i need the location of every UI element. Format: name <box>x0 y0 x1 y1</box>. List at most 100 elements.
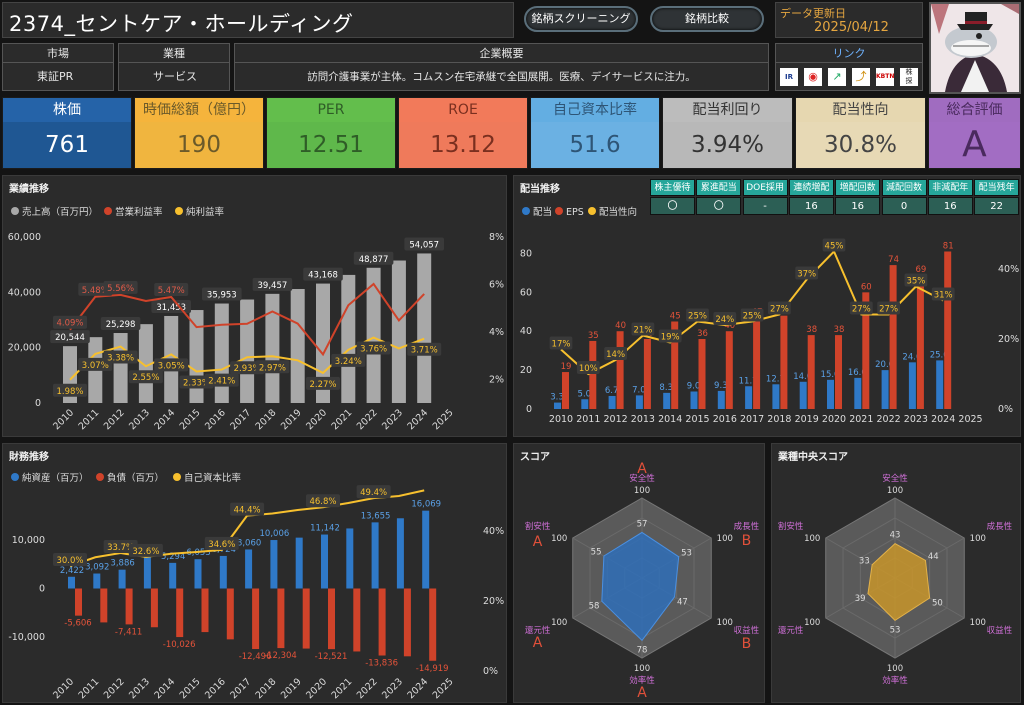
finance-chart: 純資産（百万） 負債（百万） 自己資本比率 10,000 0 -10,000 0% 20% 40… <box>8 472 504 701</box>
radar-grade: A <box>637 685 647 701</box>
y-tick-label: 20 <box>520 365 532 376</box>
dividend-label: 5.0 <box>578 389 592 399</box>
data-label: 45% <box>825 242 844 252</box>
legend-marker <box>522 207 530 215</box>
radar-value: 53 <box>890 625 901 635</box>
radar-value: 33 <box>859 556 870 566</box>
liabilities-bar <box>75 588 82 616</box>
radar-value: 47 <box>677 597 688 607</box>
y-tick-label: 0 <box>35 398 41 409</box>
link-box: リンク IR ◉ ↗ ⤴ KBTN 株探 <box>775 43 923 91</box>
net-assets-bar <box>169 562 177 589</box>
data-label: 27% <box>852 305 871 315</box>
dividend-label: 8.3 <box>659 383 673 393</box>
eps-label: 40 <box>615 321 626 331</box>
x-tick-label: 2019 <box>279 676 304 701</box>
dividend-bar <box>581 399 589 409</box>
badge-value: 〇 <box>650 197 695 215</box>
eps-label: 40 <box>724 321 735 331</box>
chart-link-icon[interactable]: ↗ <box>828 68 846 86</box>
data-label: 54,057 <box>409 240 439 250</box>
radar-grade: B <box>742 636 752 652</box>
radar-max-label: 100 <box>887 486 903 496</box>
data-label: 35% <box>906 277 925 287</box>
kabutan-link-icon[interactable]: KBTN <box>876 68 894 86</box>
y2-tick-label: 2% <box>489 374 504 385</box>
screening-button[interactable]: 銘柄スクリーニング <box>524 6 638 32</box>
eps-bar <box>562 372 569 409</box>
radar-max-label: 100 <box>634 664 650 674</box>
y2-tick-label: 6% <box>489 279 504 290</box>
data-label: 46.8% <box>309 497 336 507</box>
kabutan-ja-link-icon[interactable]: 株探 <box>900 68 918 86</box>
x-tick-label: 2018 <box>254 676 279 701</box>
irbank-link-icon[interactable]: IR <box>780 68 798 86</box>
finance-title: 財務推移 <box>9 452 49 463</box>
liabilities-bar <box>201 588 209 633</box>
chart2-link-icon[interactable]: ⤴ <box>852 68 870 86</box>
badge-label: 増配回数 <box>835 179 881 196</box>
radar-grade: A <box>637 461 647 477</box>
data-label-bg <box>53 553 87 566</box>
dividend-label: 16.0 <box>848 368 867 378</box>
x-tick-label: 2021 <box>849 414 873 425</box>
radar-max-label: 100 <box>717 618 733 628</box>
y-tick-label: 40,000 <box>8 287 41 298</box>
data-label: 25,298 <box>106 320 136 330</box>
badge-value: 16 <box>788 197 834 215</box>
x-tick-label: 2010 <box>51 407 76 432</box>
net-assets-label: 5,294 <box>161 552 185 562</box>
data-label-bg <box>849 301 873 315</box>
data-label-bg <box>306 494 340 508</box>
data-label: 2.93% <box>234 364 261 374</box>
legend-label: 営業利益率 <box>115 206 163 218</box>
dividend-label: 9.3 <box>714 381 728 391</box>
data-label-bg <box>103 350 138 364</box>
x-tick-label: 2024 <box>405 407 430 432</box>
revenue-bar <box>265 293 280 403</box>
revenue-bar <box>240 299 255 403</box>
liabilities-bar <box>277 588 285 649</box>
x-tick-label: 2013 <box>127 676 152 701</box>
radar-axis-label: 収益性 <box>734 625 760 636</box>
x-tick-label: 2019 <box>795 414 819 425</box>
radar-axis-label: 還元性 <box>525 625 551 636</box>
dividend-bar <box>608 395 616 409</box>
dividend-panel: 配当推移 配当 EPS 配当性向 0 20 40 60 80 0% 20% 40% 3.3 5.0 6.7… <box>513 175 1021 437</box>
eps-label: 74 <box>888 255 899 265</box>
data-label: 4.09% <box>56 319 83 329</box>
data-label-bg <box>128 370 163 384</box>
data-label-bg <box>404 237 444 251</box>
radar-value: 53 <box>681 548 692 558</box>
radar-axis-label: 割安性 <box>525 521 551 532</box>
link-label: リンク <box>776 44 922 63</box>
dividend-bar <box>908 362 916 409</box>
net-assets-label: 3,886 <box>110 559 134 569</box>
badge-value: 16 <box>927 197 973 215</box>
x-tick-label: 2015 <box>178 407 203 432</box>
minkabu-link-icon[interactable]: ◉ <box>804 68 822 86</box>
market-label: 市場 <box>3 44 113 63</box>
x-tick-label: 2023 <box>904 414 928 425</box>
net-assets-bar <box>321 534 328 589</box>
legend-marker <box>588 207 596 215</box>
y-tick-label: 0 <box>526 404 532 415</box>
badge-value: - <box>742 197 788 215</box>
data-label-bg <box>154 358 189 372</box>
liabilities-label: -10,026 <box>163 640 196 650</box>
data-label: 5.48% <box>82 286 109 296</box>
eps-label: 60 <box>861 282 872 292</box>
radar-area <box>601 531 680 642</box>
compare-button[interactable]: 銘柄比較 <box>650 6 764 32</box>
kpi-card-2: PER 12.51 <box>266 97 396 169</box>
radar-value: 44 <box>928 552 939 562</box>
x-tick-label: 2014 <box>152 407 177 432</box>
badge-label: 減配回数 <box>881 179 927 196</box>
liabilities-bar <box>353 588 361 652</box>
dividend-bar <box>854 377 862 409</box>
radar-value: 57 <box>637 519 648 529</box>
kpi-card-6: 配当性向 30.8% <box>795 97 926 169</box>
net-assets-bar <box>219 555 227 589</box>
badge-label: 連続増配 <box>788 179 834 196</box>
kpi-value: 3.94% <box>663 122 792 168</box>
